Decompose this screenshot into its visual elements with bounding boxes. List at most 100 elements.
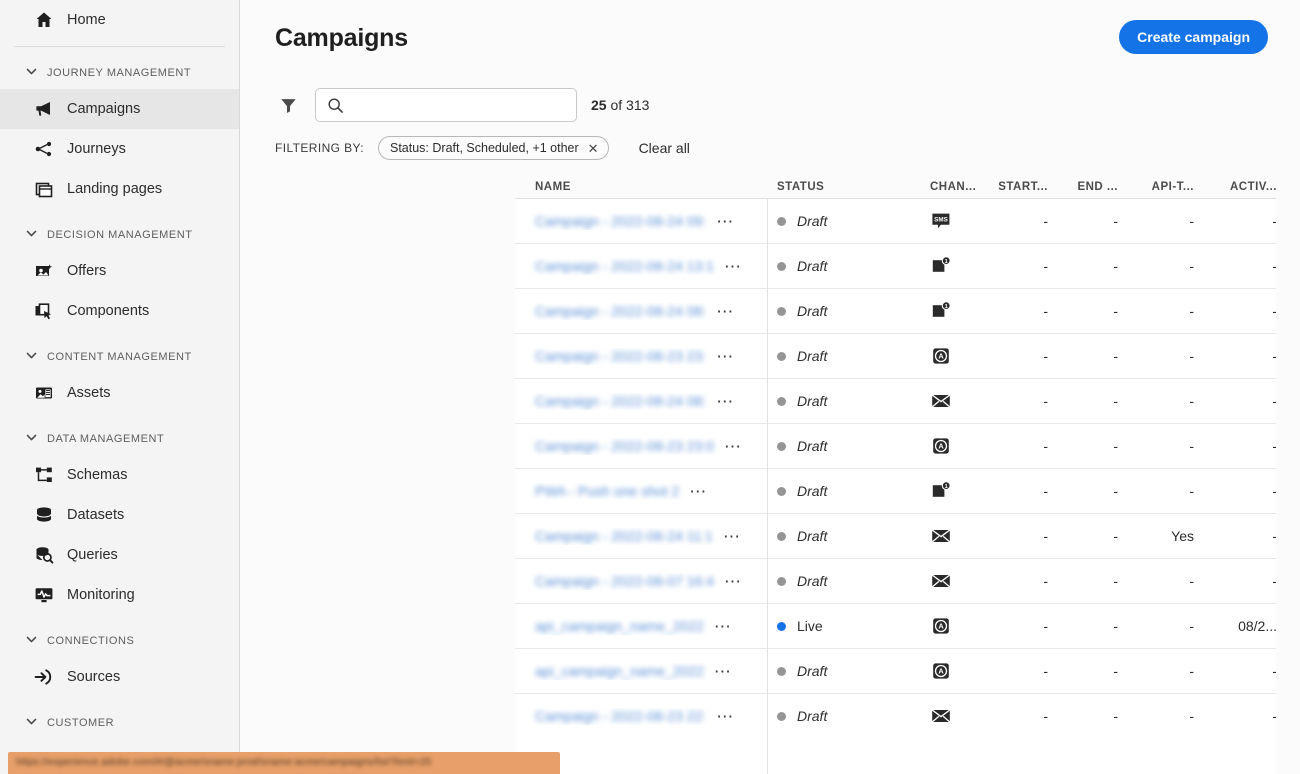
sidebar-item-schemas[interactable]: Schemas (0, 455, 239, 495)
campaign-name-link[interactable]: Campaign - 2022-08-24 11:1 (535, 528, 713, 544)
sidebar-item-landing-pages[interactable]: Landing pages (0, 169, 239, 209)
row-more-actions-button[interactable]: ⋯ (689, 482, 708, 500)
sidebar-item-label: Schemas (67, 467, 128, 483)
table-row[interactable]: Campaign - 2022-08-24 08:⋯Draft1----fred… (515, 288, 1300, 333)
table-row[interactable]: Campaign - 2022-08-24 08:⋯Draft----frede… (515, 378, 1300, 423)
table-row[interactable]: Campaign - 2022-08-24 13:1⋯Draft1----May… (515, 243, 1300, 288)
svg-text:1: 1 (945, 304, 948, 310)
column-header[interactable]: START... (998, 181, 1048, 193)
campaign-name-link[interactable]: Campaign - 2022-08-24 13:1 (535, 258, 715, 274)
campaign-name-link[interactable]: Campaign - 2022-08-23 22: (535, 708, 707, 724)
row-more-actions-button[interactable]: ⋯ (716, 302, 735, 320)
sidebar-item-home[interactable]: Home (0, 0, 239, 40)
sidebar-group-decision-management[interactable]: DECISION MANAGEMENT (0, 219, 239, 251)
cell-text: - (1189, 618, 1194, 634)
row-more-actions-button[interactable]: ⋯ (713, 617, 733, 635)
campaign-name-link[interactable]: Campaign - 2022-08-23 23:0 (535, 438, 715, 454)
search-input[interactable] (316, 89, 576, 121)
cell-channel: 1 (912, 301, 990, 321)
campaign-name-link[interactable]: PWA - Push one shot 2 (535, 483, 680, 499)
clear-all-button[interactable]: Clear all (638, 140, 690, 156)
cell-value: - (1132, 483, 1208, 499)
sidebar-group-customer[interactable]: CUSTOMER (0, 707, 239, 739)
sidebar-item-components[interactable]: Components (0, 291, 239, 331)
row-more-actions-button[interactable]: ⋯ (724, 257, 743, 275)
table-row[interactable]: api_campaign_name_2022⋯LiveA---08/2...Al… (515, 603, 1300, 648)
column-header[interactable]: END ... (1077, 181, 1118, 193)
sidebar-group-data-management[interactable]: DATA MANAGEMENT (0, 423, 239, 455)
row-more-actions-button[interactable]: ⋯ (724, 572, 743, 590)
cell-name: api_campaign_name_2022 ⋯ (515, 618, 767, 635)
sidebar-group-journey-management[interactable]: JOURNEY MANAGEMENT (0, 57, 239, 89)
status-dot-icon (777, 711, 786, 721)
sidebar-item-queries[interactable]: Queries (0, 535, 239, 575)
frozen-column-divider (767, 198, 768, 774)
sidebar-item-label: Offers (67, 263, 107, 279)
row-more-actions-button[interactable]: ⋯ (713, 662, 733, 680)
row-more-actions-button[interactable]: ⋯ (724, 437, 743, 455)
campaign-name-link[interactable]: api_campaign_name_2022 (535, 618, 704, 634)
table-row[interactable]: Campaign - 2022-08-23 23:0⋯DraftA----Arc… (515, 423, 1300, 468)
table-row[interactable]: Campaign - 2022-08-24 09:⋯DraftSMS----ma… (515, 198, 1300, 243)
cell-channel: A (912, 616, 990, 636)
row-more-actions-button[interactable]: ⋯ (722, 527, 742, 545)
cell-value: - (1208, 348, 1291, 364)
campaign-name-link[interactable]: Campaign - 2022-08-07 16:4 (535, 573, 715, 589)
cell-value: - (1132, 618, 1208, 634)
push-icon: 1 (930, 256, 952, 276)
row-more-actions-button[interactable]: ⋯ (716, 212, 735, 230)
cell-value: - (990, 213, 1062, 229)
sidebar-group-content-management[interactable]: CONTENT MANAGEMENT (0, 341, 239, 373)
cell-text: - (1189, 258, 1194, 274)
page-title: Campaigns (275, 24, 408, 52)
cell-value: - (1062, 303, 1132, 319)
campaign-name-link[interactable]: Campaign - 2022-08-24 09: (535, 213, 707, 229)
column-header[interactable]: NAME (535, 181, 571, 193)
cell-value: - (990, 708, 1062, 724)
filter-pill-status[interactable]: Status: Draft, Scheduled, +1 other ✕ (378, 136, 609, 160)
create-campaign-button[interactable]: Create campaign (1119, 20, 1268, 54)
result-count-shown: 25 (591, 97, 607, 113)
sidebar-item-offers[interactable]: Offers (0, 251, 239, 291)
horizontal-scroll-area[interactable] (1276, 170, 1300, 774)
cell-text: - (1043, 708, 1048, 724)
campaign-name-link[interactable]: api_campaign_name_2022 (535, 663, 704, 679)
column-header[interactable]: STATUS (777, 181, 825, 193)
push-icon: 1 (930, 301, 952, 321)
cell-value: - (1062, 573, 1132, 589)
table-row[interactable]: Campaign - 2022-08-23 23:⋯DraftA----Arch… (515, 333, 1300, 378)
sidebar-item-label: Home (67, 12, 106, 28)
landing-page-icon (34, 179, 54, 199)
column-header[interactable]: API-T... (1151, 181, 1194, 193)
table-row[interactable]: Campaign - 2022-08-23 22:⋯Draft----frede… (515, 693, 1300, 738)
campaign-name-link[interactable]: Campaign - 2022-08-23 23: (535, 348, 707, 364)
row-more-actions-button[interactable]: ⋯ (716, 347, 735, 365)
toolbar: 25 of 313 (275, 88, 649, 122)
sidebar-item-journeys[interactable]: Journeys (0, 129, 239, 169)
row-more-actions-button[interactable]: ⋯ (716, 707, 735, 725)
sidebar-item-monitoring[interactable]: Monitoring (0, 575, 239, 615)
sidebar-item-assets[interactable]: Assets (0, 373, 239, 413)
column-header[interactable]: CHAN... (930, 181, 977, 193)
table-row[interactable]: Campaign - 2022-08-24 11:1⋯Draft--Yes-Si… (515, 513, 1300, 558)
campaign-name-link[interactable]: Campaign - 2022-08-24 08: (535, 393, 707, 409)
chevron-down-icon (26, 228, 37, 242)
sms-icon: SMS (930, 211, 952, 231)
status-label: Draft (797, 573, 828, 589)
sidebar-group-connections[interactable]: CONNECTIONS (0, 625, 239, 657)
sidebar-item-sources[interactable]: Sources (0, 657, 239, 697)
campaign-name-link[interactable]: Campaign - 2022-08-24 08: (535, 303, 707, 319)
sidebar-item-datasets[interactable]: Datasets (0, 495, 239, 535)
funnel-icon[interactable] (275, 92, 301, 118)
cell-status: Draft (767, 438, 912, 454)
table-row[interactable]: PWA - Push one shot 2⋯Draft1----frede...… (515, 468, 1300, 513)
row-more-actions-button[interactable]: ⋯ (716, 392, 735, 410)
sidebar-item-campaigns[interactable]: Campaigns (0, 89, 239, 129)
search-box[interactable] (315, 88, 577, 122)
table-row[interactable]: Campaign - 2022-08-07 16:4⋯Draft----Tani… (515, 558, 1300, 603)
cell-text: - (1113, 303, 1118, 319)
table-row[interactable]: api_campaign_name_2022⋯DraftA----Alexe..… (515, 648, 1300, 693)
close-icon[interactable]: ✕ (587, 140, 599, 156)
column-header[interactable]: ACTIV... (1229, 181, 1277, 193)
cell-text: - (1043, 483, 1048, 499)
